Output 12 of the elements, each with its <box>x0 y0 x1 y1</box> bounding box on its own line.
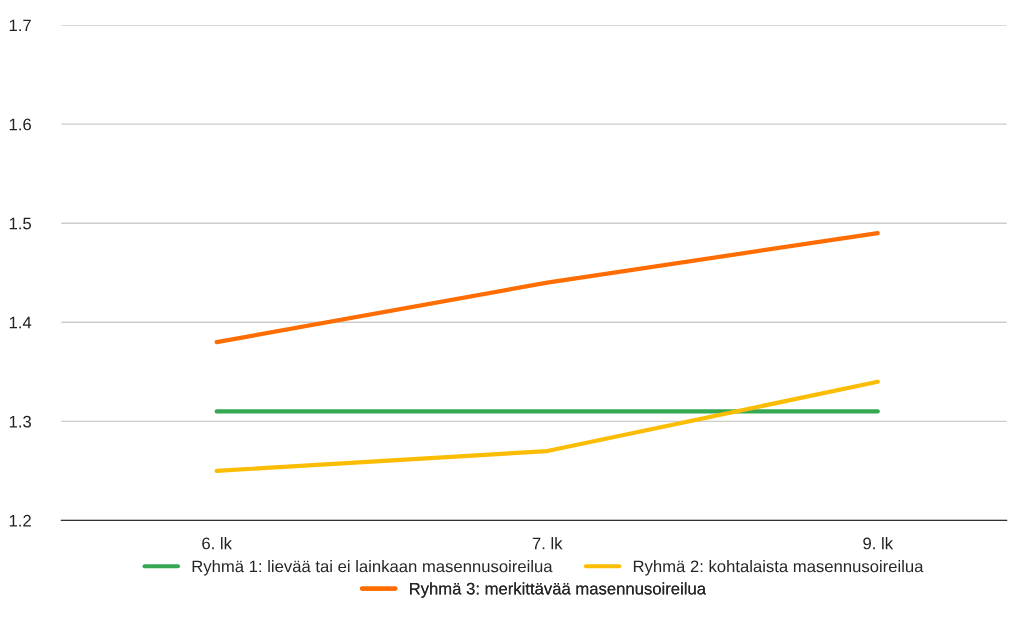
y-tick-label: 1.2 <box>9 514 31 527</box>
y-tick-label: 1.4 <box>9 316 32 329</box>
legend-label: Ryhmä 2: kohtalaista masennusoireilua <box>633 560 924 576</box>
legend-label: Ryhmä 3: merkittävää masennusoireilua <box>410 582 707 598</box>
x-tick-label: 9. lk <box>863 537 894 550</box>
x-tick-label: 7. lk <box>532 537 563 550</box>
y-tick-label: 1.7 <box>9 19 31 32</box>
x-tick-label: 6. lk <box>202 537 232 550</box>
legend-label: Ryhmä 1: lievää tai ei lainkaan masennusoireilua <box>192 560 553 576</box>
y-tick-label: 1.5 <box>9 217 32 230</box>
y-tick-label: 1.6 <box>9 118 31 131</box>
y-tick-label: 1.3 <box>9 415 31 428</box>
